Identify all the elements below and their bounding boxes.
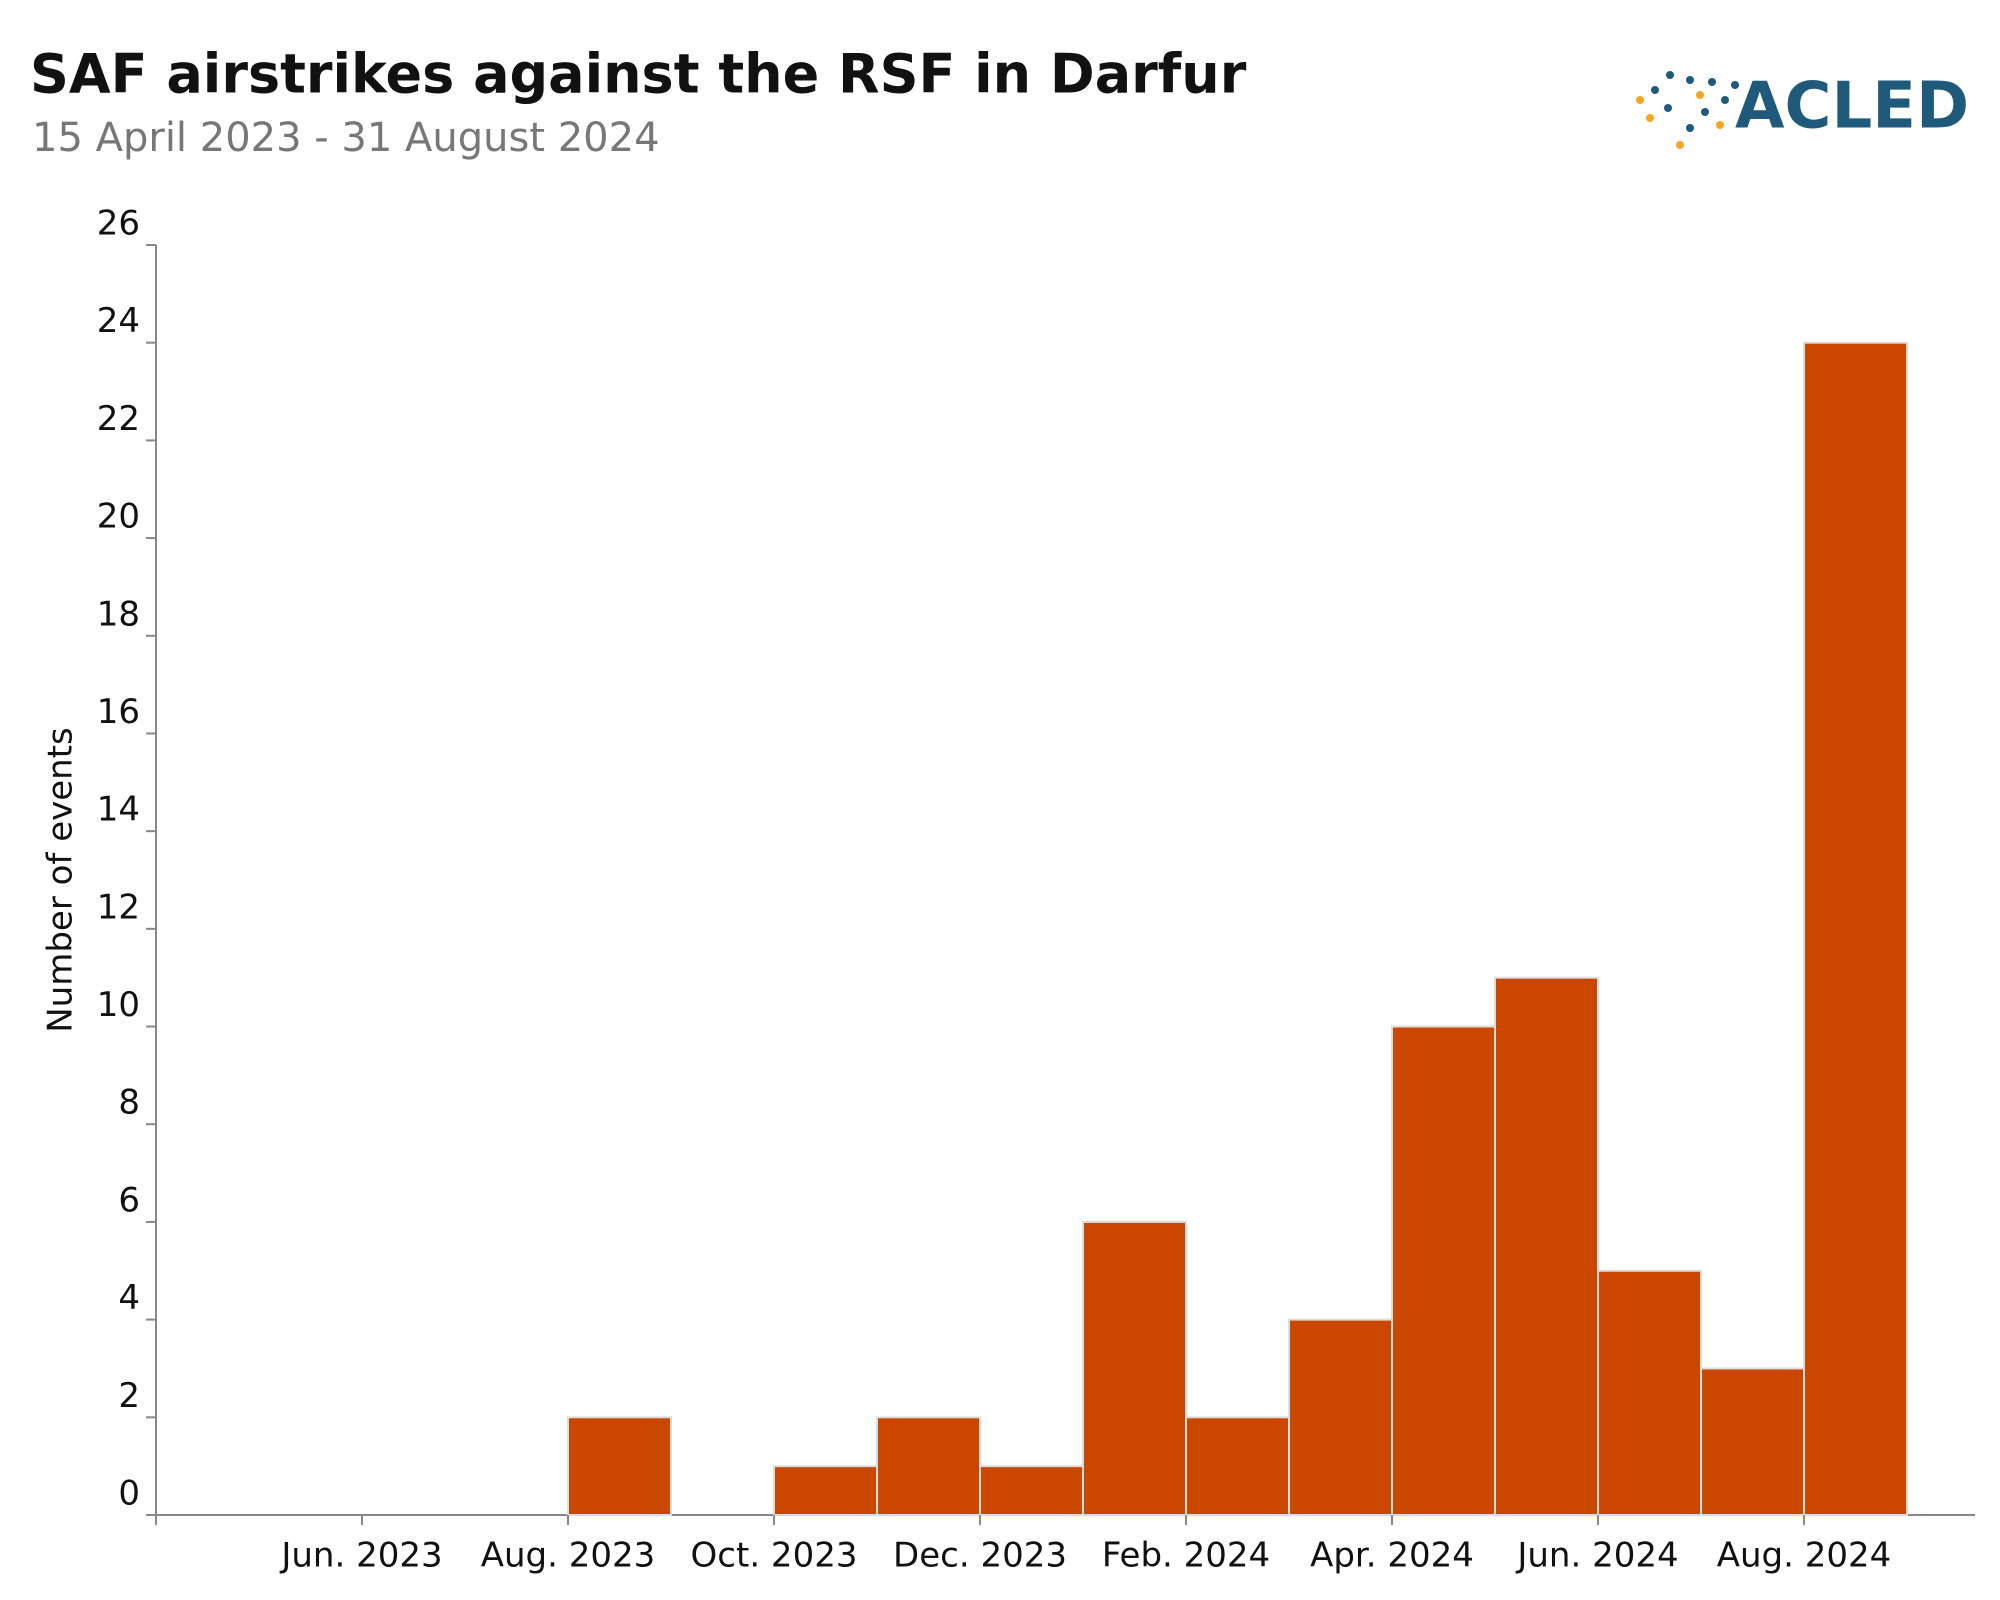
y-tick-label: 8 (118, 1083, 140, 1123)
logo-text: ACLED (1735, 70, 1969, 144)
x-tick-label: Dec. 2023 (893, 1536, 1067, 1576)
bar (979, 1465, 1084, 1516)
bar (1391, 1025, 1496, 1516)
chart-subtitle: 15 April 2023 - 31 August 2024 (32, 115, 660, 161)
y-tick-label: 4 (118, 1278, 140, 1318)
x-tick-label: Aug. 2023 (481, 1536, 656, 1576)
y-tick-label: 14 (97, 790, 140, 830)
x-tick-label: Jun. 2024 (1515, 1536, 1678, 1576)
bar (1494, 976, 1599, 1516)
x-tick-label: Aug. 2024 (1717, 1536, 1892, 1576)
logo: ACLED (1636, 70, 1969, 149)
x-tick-label: Oct. 2023 (691, 1536, 858, 1576)
y-tick-label: 10 (97, 985, 140, 1025)
x-tick-label: Feb. 2024 (1102, 1536, 1270, 1576)
x-tick-label: Jun. 2023 (279, 1536, 442, 1576)
y-tick-label: 20 (97, 497, 140, 537)
bar (876, 1416, 981, 1517)
y-tick-label: 22 (97, 399, 140, 439)
bar (1597, 1269, 1702, 1517)
bar (1803, 341, 1908, 1517)
y-tick-label: 26 (97, 204, 140, 244)
x-tick-label: Apr. 2024 (1310, 1536, 1474, 1576)
y-tick-label: 6 (118, 1180, 140, 1220)
y-tick-label: 0 (118, 1474, 140, 1514)
y-tick-label: 12 (97, 887, 140, 927)
y-tick-label: 24 (97, 301, 140, 341)
bar (1185, 1416, 1290, 1517)
y-tick-label: 16 (97, 692, 140, 732)
bar (1700, 1367, 1805, 1517)
bar (1082, 1220, 1187, 1517)
y-axis-title: Number of events (41, 727, 81, 1033)
bar (567, 1416, 672, 1517)
chart-title: SAF airstrikes against the RSF in Darfur (30, 43, 1247, 106)
bar (1288, 1318, 1393, 1516)
y-tick-label: 2 (118, 1376, 140, 1416)
y-tick-label: 18 (97, 594, 140, 634)
bar (773, 1465, 878, 1516)
